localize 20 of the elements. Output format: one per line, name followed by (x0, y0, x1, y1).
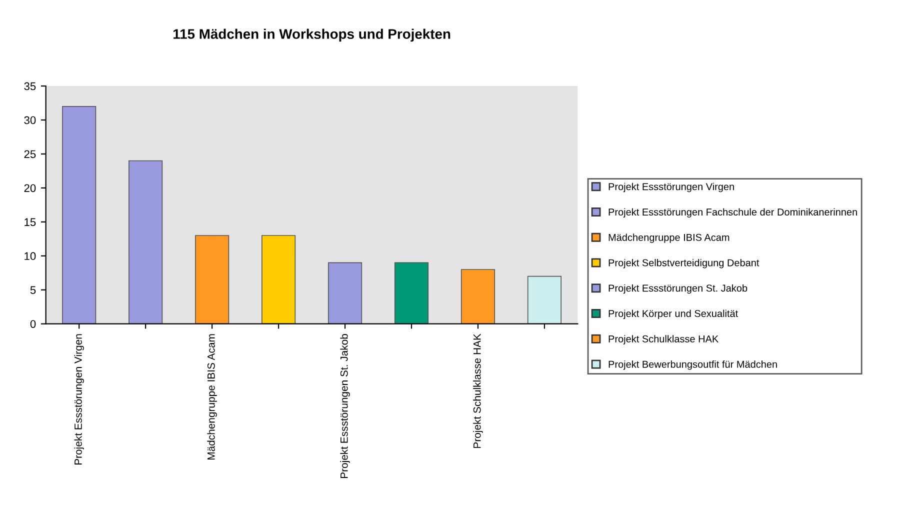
y-tick-label: 0 (30, 320, 36, 328)
y-tick-label: 20 (24, 184, 36, 192)
legend-label: Mädchengruppe IBIS Acam (608, 234, 730, 243)
y-tick-label: 15 (24, 218, 36, 226)
legend-label: Projekt Essstörungen St. Jakob (608, 284, 748, 294)
legend-label: Projekt Selbstverteidigung Debant (608, 258, 760, 268)
y-tick-label: 25 (24, 150, 36, 158)
x-tick-label: Projekt Essstörungen St. Jakob (340, 334, 350, 478)
y-tick-label: 10 (24, 252, 36, 260)
x-tick-label: Projekt Essstörungen Virgen (74, 334, 84, 465)
chart-title: 115 Mädchen in Workshops und Projekten (173, 28, 450, 42)
y-tick-label: 30 (24, 116, 36, 124)
x-tick-label: Mädchengruppe IBIS Acam (207, 334, 217, 460)
legend-label: Projekt Bewerbungsoutfit für Mädchen (608, 360, 777, 370)
legend-label: Projekt Essstörungen Fachschule der Dominikanerinnen (608, 208, 857, 218)
legend-label: Projekt Körper und Sexualität (608, 310, 738, 320)
legend-label: Projekt Essstörungen Virgen (608, 182, 734, 192)
x-tick-label: Projekt Schulklasse HAK (473, 334, 483, 448)
y-tick-label: 35 (24, 82, 36, 90)
y-tick-label: 5 (30, 286, 36, 294)
